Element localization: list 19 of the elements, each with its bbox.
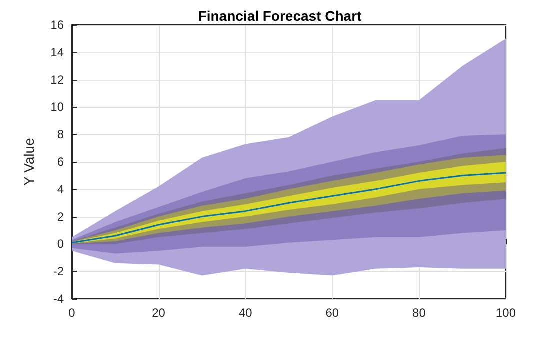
x-tick-label: 60 [326, 306, 340, 320]
y-tick-label: 4 [57, 182, 64, 196]
y-tick-label: 8 [57, 128, 64, 142]
x-tick-label: 0 [68, 306, 76, 320]
y-axis-title: Y Value [21, 138, 37, 186]
y-tick-label: 2 [57, 210, 64, 224]
y-tick-label: 0 [57, 237, 64, 252]
y-tick-label: -2 [53, 264, 64, 279]
x-tick-label: 40 [238, 306, 253, 320]
y-tick-label: 14 [50, 45, 64, 60]
y-tick-label: -4 [53, 292, 64, 306]
y-tick-label: 6 [57, 155, 64, 169]
y-tick-label: 12 [50, 72, 64, 87]
x-tick-label: 80 [412, 306, 426, 320]
y-tick-label: 10 [50, 100, 64, 114]
x-tick-label: 100 [496, 306, 516, 320]
x-tick-label: 20 [152, 306, 166, 320]
chart-title: Financial Forecast Chart [198, 8, 362, 24]
y-tick-label: 16 [50, 18, 64, 32]
